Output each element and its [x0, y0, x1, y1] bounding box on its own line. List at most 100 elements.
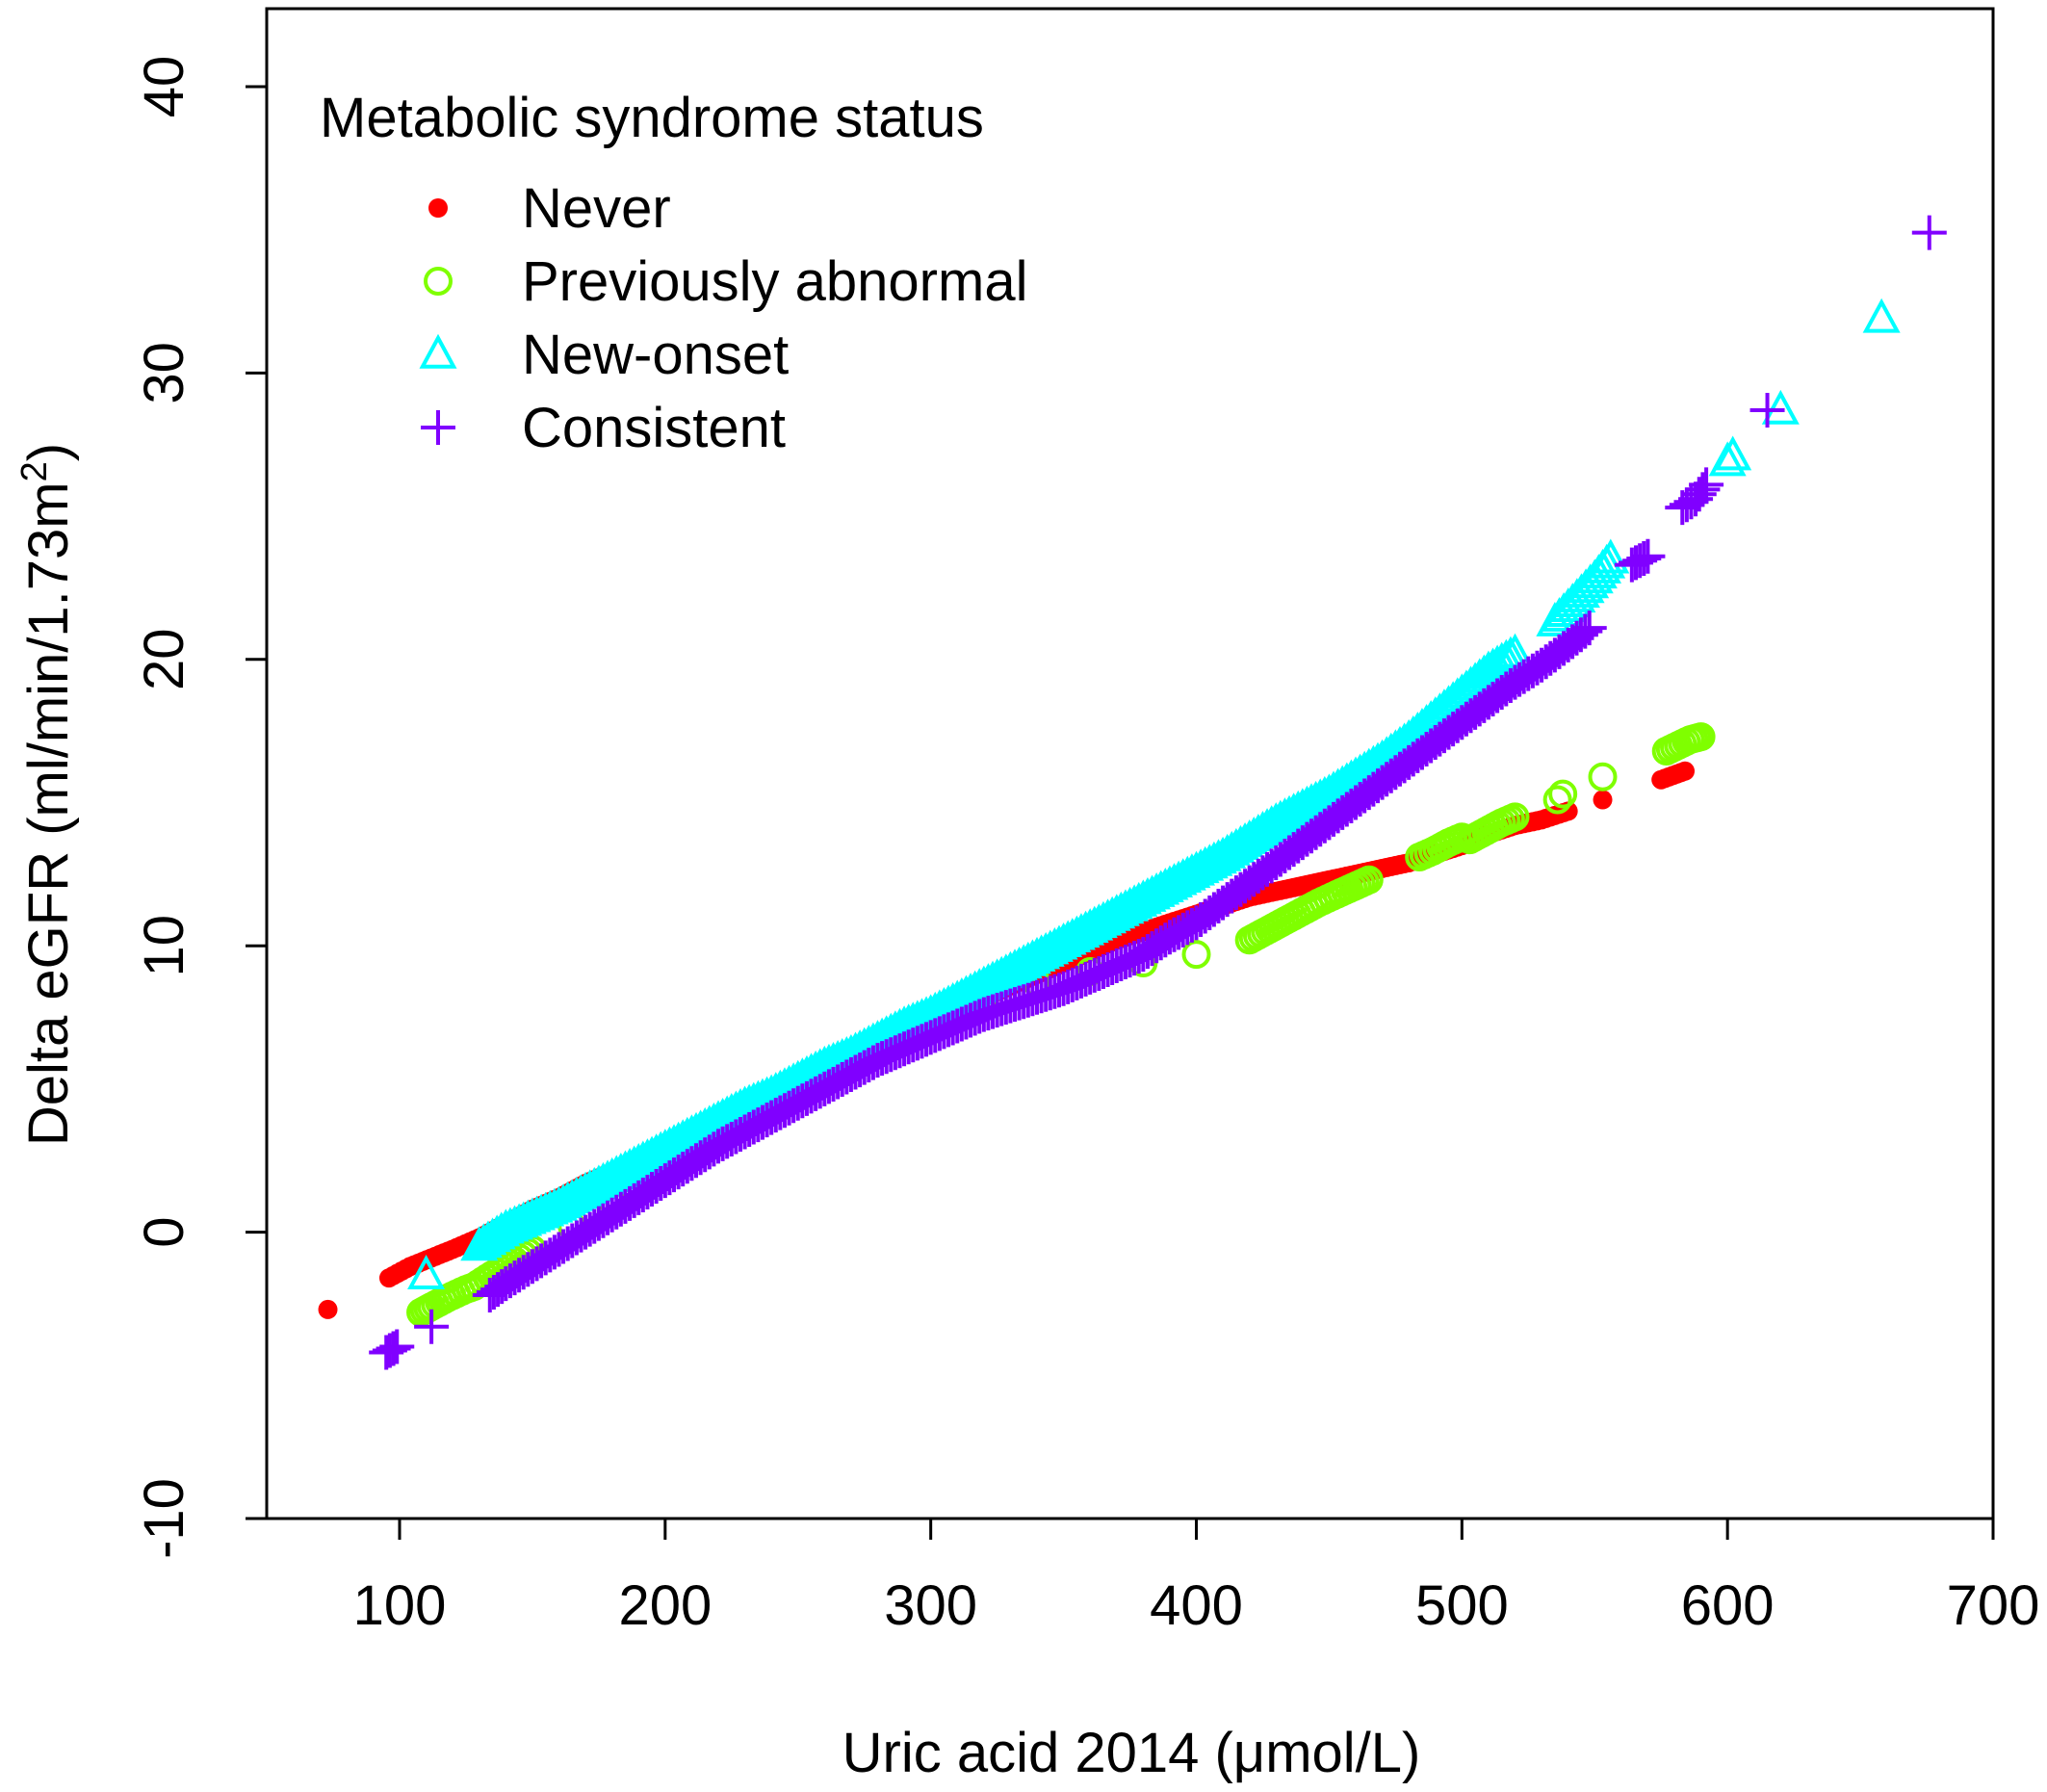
x-tick-label: 400 — [1150, 1574, 1243, 1637]
legend-marker — [428, 198, 448, 218]
data-point — [1181, 940, 1211, 970]
data-point — [1364, 765, 1400, 800]
y-axis-title: Delta eGFR (ml/min/1.73m2) — [14, 443, 80, 1146]
legend-label: New-onset — [522, 324, 789, 386]
data-point — [1455, 825, 1485, 855]
data-point — [1099, 948, 1134, 984]
data-point — [621, 1180, 657, 1215]
x-tick-label: 100 — [353, 1574, 447, 1637]
data-point — [1071, 908, 1109, 944]
data-point — [1708, 441, 1747, 477]
data-point — [474, 1217, 512, 1253]
data-point — [378, 1268, 399, 1288]
data-point — [1444, 705, 1480, 740]
data-point — [1304, 888, 1334, 918]
data-point — [780, 1085, 816, 1121]
data-point — [1266, 881, 1286, 901]
data-point — [1018, 936, 1056, 972]
data-point — [1258, 844, 1294, 880]
data-point — [1283, 788, 1322, 823]
data-point — [1417, 725, 1453, 761]
data-point — [1126, 937, 1161, 973]
data-point — [568, 1214, 604, 1250]
y-tick-label: 20 — [133, 629, 195, 691]
x-tick-label: 500 — [1415, 1574, 1509, 1637]
y-tick-label: 10 — [133, 915, 195, 977]
legend-marker — [419, 333, 457, 369]
data-point — [486, 1208, 525, 1244]
data-point — [1685, 472, 1721, 507]
data-point — [1689, 467, 1724, 503]
data-point — [1749, 393, 1785, 429]
legend-marker — [421, 410, 455, 445]
data-point — [1614, 547, 1649, 583]
data-point — [887, 1031, 922, 1067]
data-point — [566, 1171, 605, 1207]
data-point — [1417, 837, 1447, 867]
y-tick-label: -10 — [133, 1478, 195, 1559]
data-point — [1151, 865, 1189, 900]
data-point — [1630, 538, 1666, 574]
data-point — [1434, 828, 1464, 858]
data-point — [1205, 885, 1241, 921]
data-point — [754, 1100, 790, 1135]
x-tick-label: 600 — [1681, 1574, 1775, 1637]
data-point — [1231, 865, 1267, 900]
data-point — [593, 1156, 632, 1192]
data-point — [514, 1249, 550, 1285]
data-point — [318, 1299, 338, 1319]
data-point — [807, 1071, 842, 1106]
data-point — [940, 1008, 975, 1044]
data-point — [1497, 664, 1533, 700]
legend-label: Previously abnormal — [522, 250, 1027, 313]
data-point — [488, 1266, 524, 1302]
data-point — [1405, 843, 1435, 872]
data-point — [1536, 601, 1574, 636]
data-point — [1714, 435, 1752, 471]
data-point — [1073, 959, 1108, 995]
data-point — [401, 1257, 421, 1277]
legend-entry-consistent: Consistent — [421, 397, 786, 459]
legend-label: Consistent — [522, 397, 786, 459]
data-point — [674, 1146, 710, 1182]
data-point — [1204, 836, 1242, 871]
data-point — [701, 1129, 736, 1164]
y-tick-label: 0 — [133, 1216, 195, 1247]
data-point — [1651, 769, 1671, 790]
data-point — [1862, 298, 1901, 333]
data-point — [1532, 810, 1552, 830]
data-point — [1284, 825, 1320, 861]
data-point — [1322, 879, 1352, 909]
data-point — [1266, 908, 1296, 938]
data-point — [1487, 808, 1516, 838]
data-point — [727, 1114, 763, 1150]
data-point — [539, 1185, 579, 1221]
data-point — [513, 1197, 552, 1233]
legend: Metabolic syndrome status Never Previousl… — [320, 87, 1027, 459]
data-point — [860, 1043, 895, 1078]
legend-title: Metabolic syndrome status — [320, 87, 984, 149]
data-point — [1622, 543, 1658, 579]
legend-entry-previously-abnormal: Previously abnormal — [424, 250, 1027, 313]
data-point — [1177, 850, 1216, 886]
data-point — [1391, 744, 1427, 780]
data-point — [1470, 685, 1506, 720]
data-point — [1292, 875, 1312, 896]
data-point — [1231, 818, 1269, 854]
data-point — [432, 1284, 462, 1313]
data-point — [1651, 736, 1681, 766]
x-tick-label: 700 — [1947, 1574, 2040, 1637]
data-point — [1571, 610, 1607, 646]
data-point — [1675, 761, 1696, 781]
data-point — [833, 1057, 868, 1093]
data-point — [647, 1163, 683, 1199]
legend-entry-new-onset: New-onset — [419, 324, 789, 386]
data-point — [1124, 879, 1162, 915]
data-point — [443, 1239, 463, 1260]
data-point — [379, 1329, 415, 1364]
data-point — [1588, 762, 1618, 792]
data-point — [619, 1143, 658, 1178]
data-point — [1152, 920, 1187, 955]
data-point — [1478, 644, 1516, 680]
